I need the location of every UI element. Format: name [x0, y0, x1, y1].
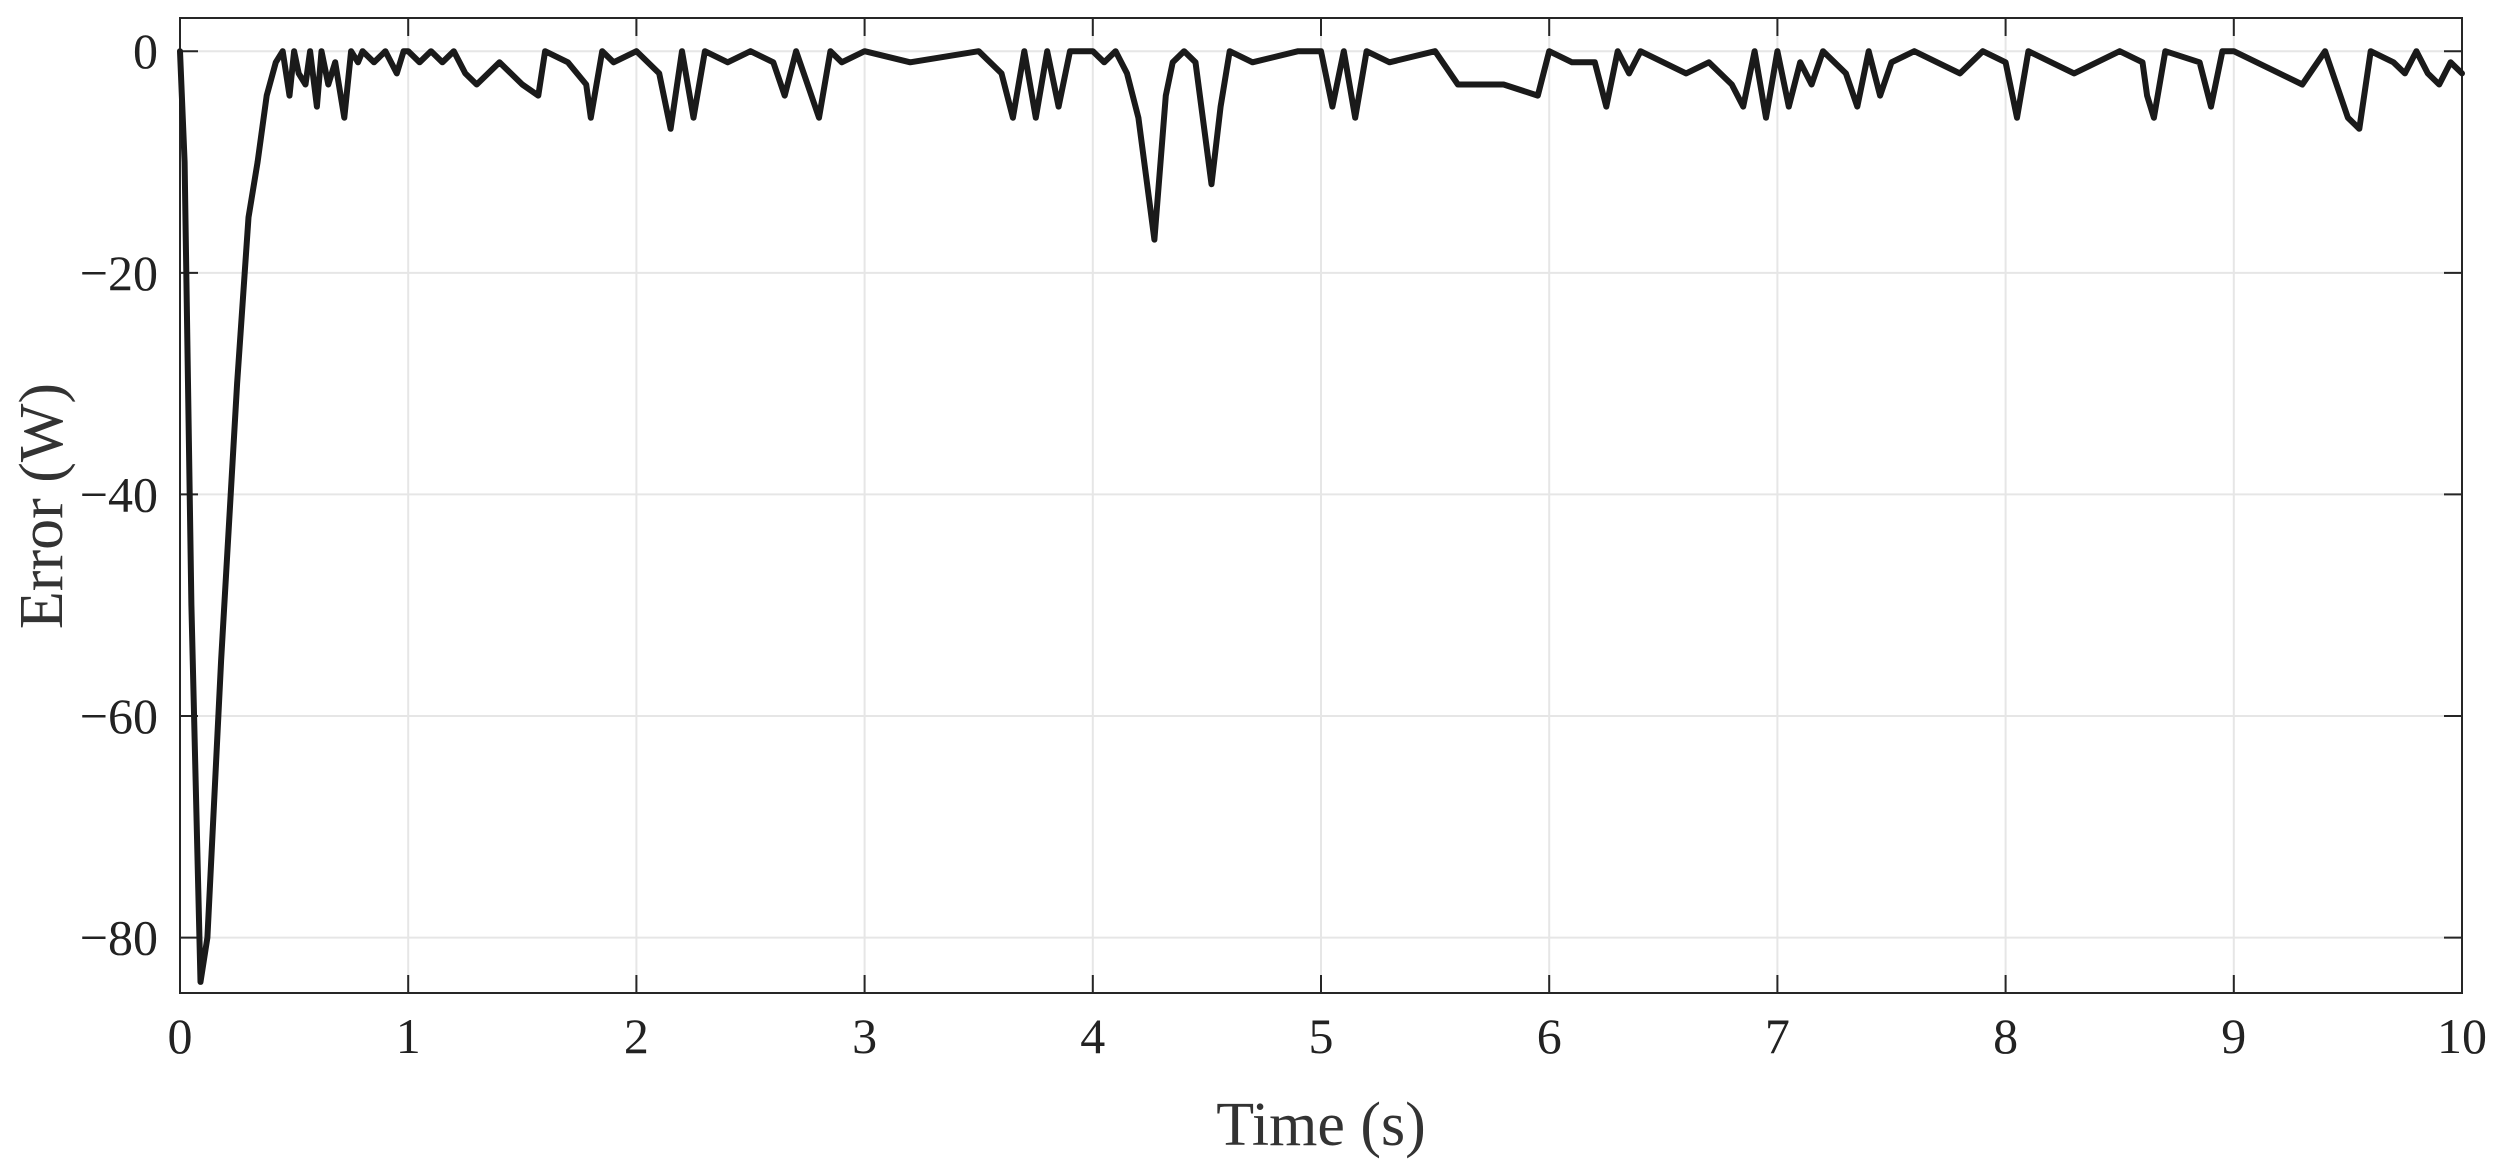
x-tick-label: 4 — [1080, 1008, 1105, 1064]
y-axis-title: Error (W) — [8, 383, 76, 629]
x-tick-label: 2 — [624, 1008, 649, 1064]
y-tick-label: −80 — [80, 910, 158, 966]
x-tick-label: 0 — [168, 1008, 193, 1064]
x-tick-label: 1 — [396, 1008, 421, 1064]
x-tick-label: 9 — [2221, 1008, 2246, 1064]
x-tick-label: 10 — [2437, 1008, 2487, 1064]
x-tick-label: 3 — [852, 1008, 877, 1064]
x-tick-label: 5 — [1309, 1008, 1334, 1064]
error-series-line — [177, 48, 2465, 985]
y-tick-label: −20 — [80, 245, 158, 301]
grid — [179, 18, 2463, 993]
x-tick-label: 6 — [1537, 1008, 1562, 1064]
y-tick-label: 0 — [133, 23, 158, 79]
tick-labels: 0 1 2 3 4 5 6 7 8 9 10 0 −20 −40 −60 −80 — [80, 23, 2487, 1064]
x-axis-title: Time (s) — [1216, 1091, 1426, 1159]
x-tick-label: 7 — [1765, 1008, 1790, 1064]
y-tick-label: −60 — [80, 688, 158, 744]
y-tick-label: −40 — [80, 466, 158, 522]
axis-ticks — [179, 18, 2463, 993]
x-tick-label: 8 — [1993, 1008, 2018, 1064]
